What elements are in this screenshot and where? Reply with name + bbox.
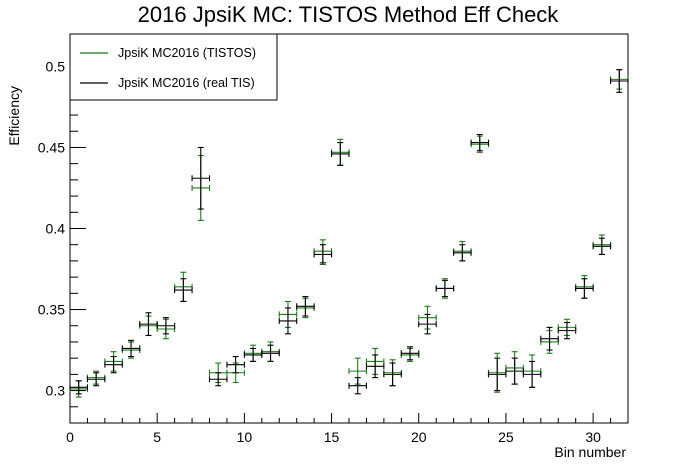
x-tick-label: 30 <box>585 429 601 445</box>
x-tick-label: 5 <box>153 429 161 445</box>
x-tick-label: 15 <box>324 429 340 445</box>
y-axis-label: Efficiency <box>6 86 22 146</box>
x-tick-label: 10 <box>237 429 253 445</box>
x-tick-label: 0 <box>66 429 74 445</box>
legend-label-real-tis: JpsiK MC2016 (real TIS) <box>118 76 255 90</box>
y-tick-label: 0.5 <box>46 58 66 74</box>
x-tick-label: 25 <box>498 429 514 445</box>
legend-label-tistos: JpsiK MC2016 (TISTOS) <box>118 46 256 60</box>
legend-box <box>70 34 277 100</box>
legend: JpsiK MC2016 (TISTOS) JpsiK MC2016 (real… <box>70 34 277 100</box>
y-tick-label: 0.3 <box>46 383 66 399</box>
y-tick-label: 0.4 <box>46 221 66 237</box>
y-tick-label: 0.45 <box>38 139 65 155</box>
x-axis-label: Bin number <box>554 444 626 460</box>
y-tick-label: 0.35 <box>38 302 65 318</box>
chart-title: 2016 JpsiK MC: TISTOS Method Eff Check <box>138 2 560 27</box>
x-tick-label: 20 <box>411 429 427 445</box>
